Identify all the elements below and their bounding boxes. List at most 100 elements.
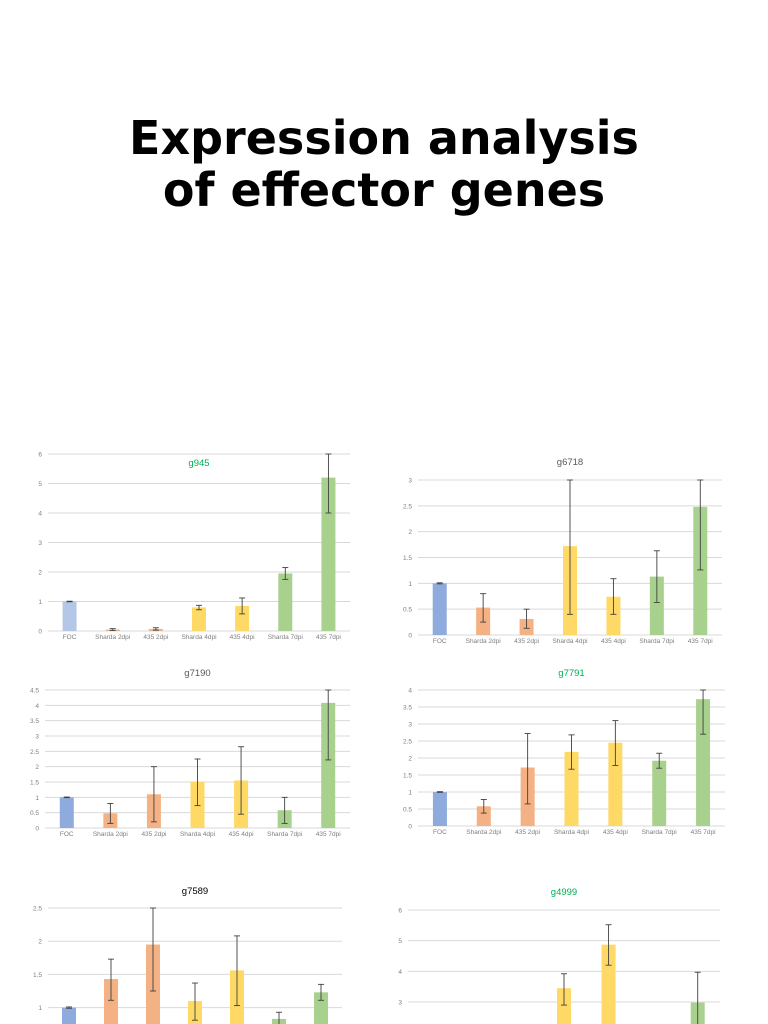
y-tick-label: 6 [398,908,402,915]
error-bar [234,935,240,1007]
error-bar [480,593,487,623]
error-bar [66,600,73,603]
error-bar [239,597,246,615]
chart-title: g7190 [184,668,210,679]
bar [278,573,293,631]
x-tick-label: Sharda 7dpi [267,831,302,838]
y-tick-label: 4 [398,969,402,976]
chart-title: g7791 [558,668,584,679]
slide-title-line-1: Expression analysis [129,111,639,165]
y-tick-label: 1 [35,795,39,802]
x-tick-label: 435 2dpi [143,634,168,641]
x-tick-label: FOC [63,634,77,641]
x-tick-label: Sharda 4dpi [552,638,587,645]
bar [321,477,336,631]
chart-g7589: 1 1.5 2 2.5 g7589 [25,875,355,1024]
x-tick-label: 435 4dpi [601,638,626,645]
error-bar [694,971,701,1024]
error-bar [282,567,289,580]
y-tick-label: 3.5 [403,705,412,712]
y-tick-label: 4 [408,688,412,695]
y-tick-label: 1 [38,599,42,606]
error-bar [109,628,116,631]
bar [321,702,336,828]
y-tick-label: 2.5 [33,906,42,913]
error-bar [524,733,531,805]
bar [564,751,579,826]
y-tick-label: 3 [408,478,412,485]
x-tick-label: FOC [60,831,74,838]
error-bar [66,1006,72,1009]
error-bar [605,924,612,966]
bar [649,576,664,635]
bar [235,605,250,631]
error-bar [436,582,443,585]
error-bar [612,720,619,766]
bar [696,699,711,826]
error-bar [653,550,660,603]
bar [62,1007,76,1024]
x-tick-label: FOC [433,638,447,645]
error-bar [150,907,156,992]
y-tick-label: 0 [38,629,42,636]
y-tick-label: 1 [408,581,412,588]
bar [314,992,328,1024]
chart-g945: 0 1 2 3 4 5 6 g945 FOC Sharda 2dpi 435 2dpi Sharda … [30,445,360,645]
bar [652,760,667,826]
bar [601,944,616,1024]
y-tick-label: 1 [408,790,412,797]
chart-g7791: 0 0.5 1 1.5 2 2.5 3 3.5 4 g7791 FOC Sharda 2dpi 435 … [395,660,735,840]
y-tick-label: 5 [398,938,402,945]
x-tick-label: Sharda 2dpi [93,831,128,838]
y-tick-label: 3.5 [30,718,39,725]
y-tick-label: 1.5 [30,780,39,787]
y-tick-label: 1.5 [403,773,412,780]
chart-g6718: 0 0.5 1 1.5 2 2.5 3 g6718 FOC Sharda 2dpi 435 2dpi… [395,450,735,649]
y-tick-label: 0.5 [403,607,412,614]
y-tick-label: 0 [35,826,39,833]
x-tick-label: Sharda 7dpi [642,829,677,836]
x-tick-label: Sharda 7dpi [268,634,303,641]
x-tick-label: 435 4dpi [603,829,628,836]
y-tick-label: 2.5 [403,739,412,746]
y-tick-label: 0 [408,824,412,831]
y-tick-label: 2 [35,764,39,771]
bar [104,979,118,1024]
error-bar [610,578,617,615]
error-bar [63,796,70,799]
chart-title: g7589 [182,886,208,897]
error-bar [150,766,157,823]
error-bar [108,958,114,1001]
slide-title: Expression analysis of effector genes [0,112,768,216]
chart-title: g4999 [551,887,577,898]
error-bar [107,803,114,824]
chart-g7190: 0 0.5 1 1.5 2 2.5 3 3.5 4 4.5 g7190 FOC Sharda 2dpi 4… [25,660,355,842]
y-tick-label: 3 [408,722,412,729]
x-tick-label: Sharda 4dpi [554,829,589,836]
x-tick-label: 435 2dpi [515,829,540,836]
error-bar [325,689,332,761]
error-bar [523,608,530,629]
x-tick-label: 435 7dpi [316,634,341,641]
error-bar [276,1011,282,1024]
x-tick-label: 435 7dpi [316,831,341,838]
y-tick-label: 2.5 [403,503,412,510]
y-tick-label: 4.5 [30,688,39,695]
y-tick-label: 6 [38,452,42,459]
y-tick-label: 2 [38,570,42,577]
bar [693,506,708,635]
y-tick-label: 3 [398,1000,402,1007]
chart-title: g6718 [557,457,583,468]
error-bar [281,796,288,824]
y-tick-label: 1 [38,1005,42,1012]
x-tick-label: 435 2dpi [514,638,539,645]
x-tick-label: 435 7dpi [691,829,716,836]
y-tick-label: 2 [38,939,42,946]
x-tick-label: Sharda 4dpi [181,634,216,641]
y-tick-label: 1.5 [33,972,42,979]
bar [606,596,621,635]
x-tick-label: 435 4dpi [229,831,254,838]
error-bar [700,689,707,735]
y-tick-label: 2 [408,529,412,536]
y-tick-label: 2.5 [30,749,39,756]
